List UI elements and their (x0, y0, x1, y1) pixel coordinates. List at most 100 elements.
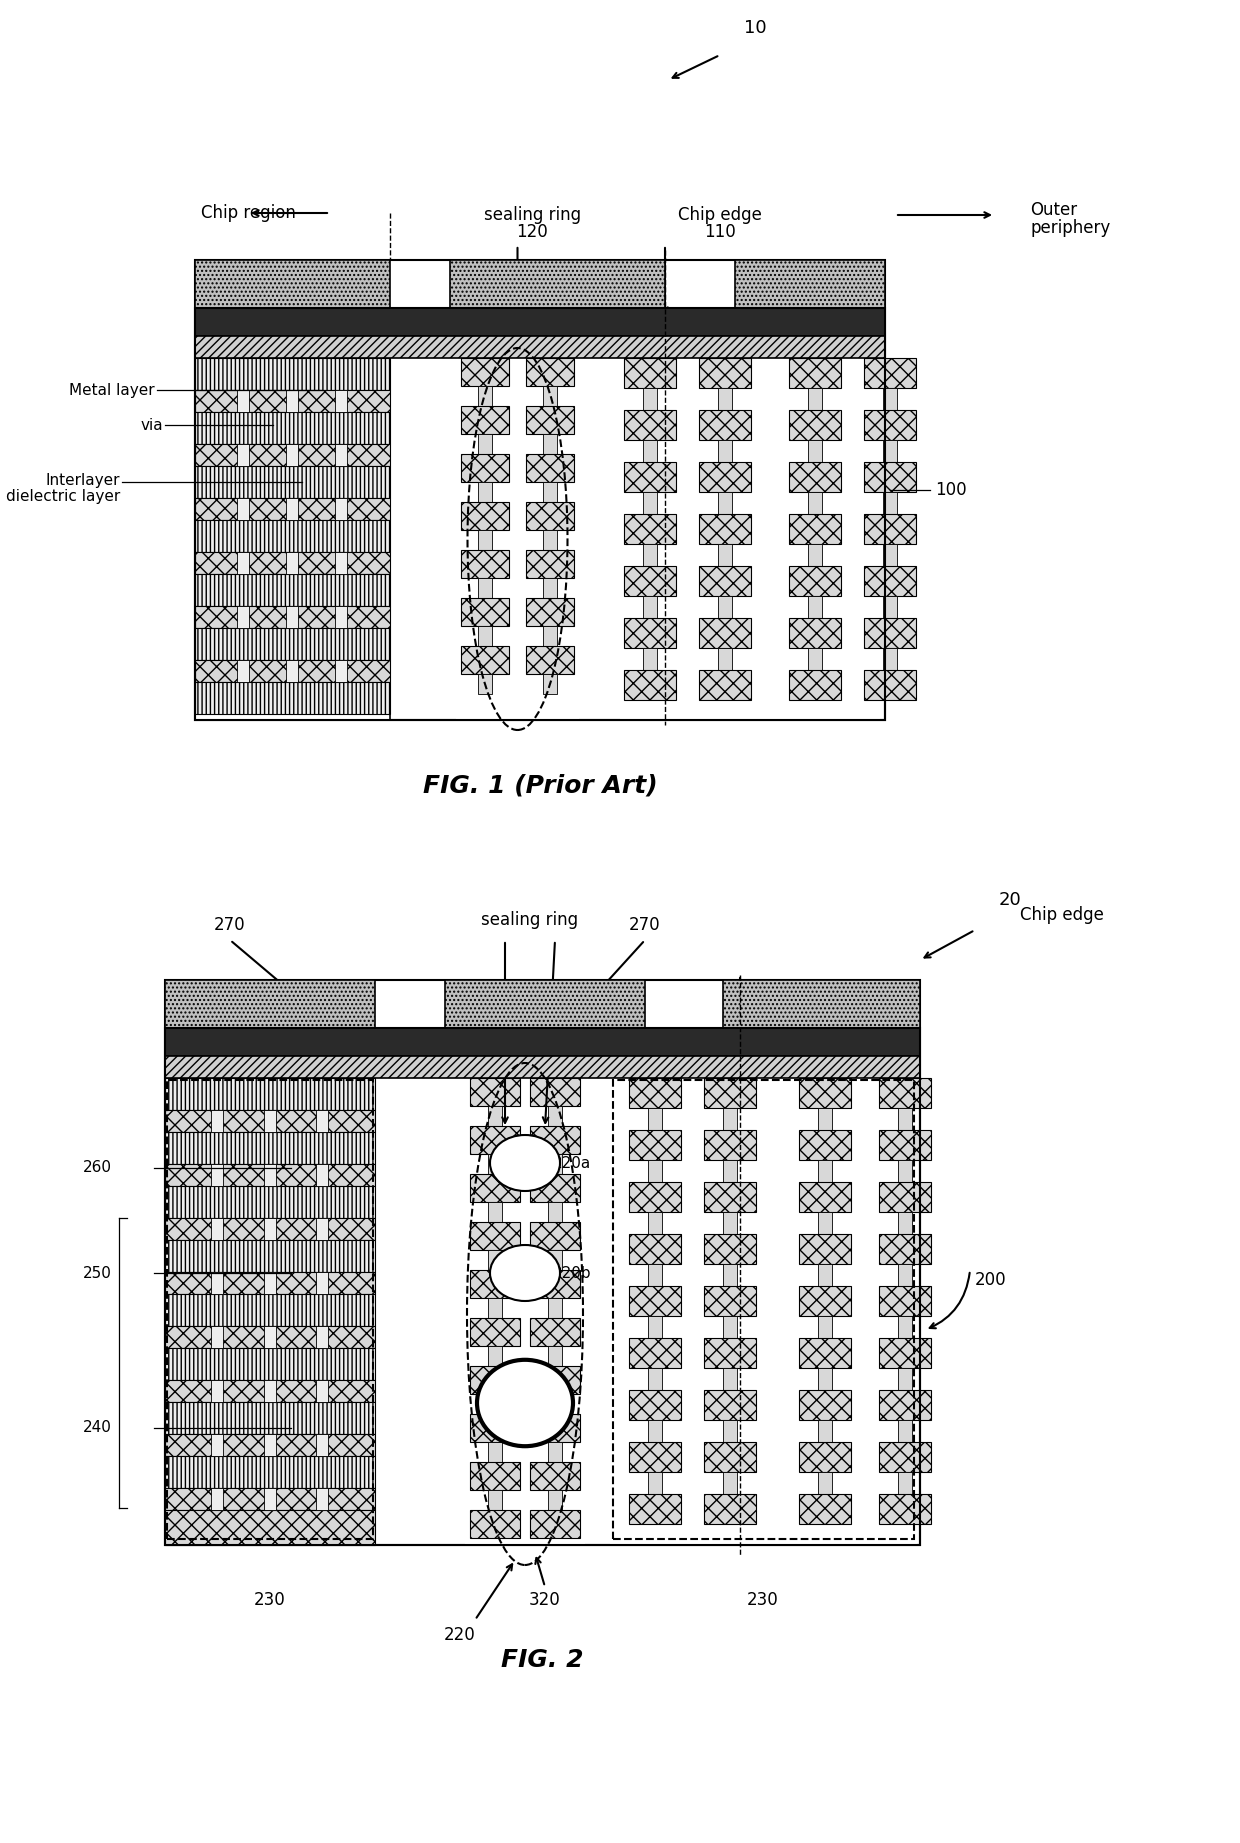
Bar (883, 595, 897, 617)
Bar (529, 1318, 580, 1345)
Bar (649, 1316, 662, 1338)
Bar (624, 566, 676, 595)
Bar (286, 606, 298, 628)
Bar (629, 1130, 681, 1159)
Bar (165, 1056, 920, 1078)
Bar (864, 617, 916, 649)
Bar (165, 1272, 374, 1294)
Bar (165, 1165, 374, 1187)
Bar (723, 1368, 737, 1390)
Text: Metal layer: Metal layer (69, 383, 155, 398)
Bar (543, 433, 557, 453)
Bar (644, 389, 657, 409)
Bar (316, 1165, 329, 1187)
Bar (237, 606, 249, 628)
Text: 320: 320 (529, 1591, 560, 1609)
Bar (211, 1272, 223, 1294)
Bar (165, 1456, 374, 1487)
Bar (879, 1181, 931, 1213)
Text: via: via (140, 418, 162, 433)
Bar (789, 566, 841, 595)
Bar (718, 440, 732, 463)
Bar (264, 1218, 277, 1240)
Bar (699, 409, 751, 440)
Bar (879, 1338, 931, 1368)
Bar (286, 498, 298, 520)
Bar (165, 1434, 374, 1456)
Bar (644, 492, 657, 514)
Text: 20: 20 (998, 890, 1022, 909)
Bar (808, 440, 822, 463)
Bar (195, 444, 391, 466)
Text: Interlayer: Interlayer (46, 472, 120, 488)
Bar (883, 389, 897, 409)
Bar (461, 549, 508, 579)
Bar (526, 358, 574, 385)
Bar (699, 463, 751, 492)
Bar (195, 466, 391, 498)
Bar (286, 660, 298, 682)
Bar (237, 553, 249, 573)
Text: 270: 270 (215, 916, 246, 934)
Bar (789, 463, 841, 492)
Bar (529, 1126, 580, 1154)
Bar (264, 1487, 277, 1509)
Bar (489, 1250, 502, 1270)
Bar (526, 453, 574, 483)
Bar (789, 514, 841, 544)
Bar (461, 405, 508, 433)
Text: Outer: Outer (1030, 201, 1078, 219)
Bar (165, 1028, 920, 1544)
Bar (864, 566, 916, 595)
Bar (195, 498, 391, 520)
Text: Chip edge: Chip edge (1021, 907, 1104, 923)
Bar (723, 1473, 737, 1495)
Bar (264, 1165, 277, 1187)
Bar (470, 1078, 520, 1106)
Bar (195, 308, 885, 721)
Bar (629, 1181, 681, 1213)
Bar (529, 1078, 580, 1106)
Bar (195, 358, 391, 721)
Bar (489, 1106, 502, 1126)
Bar (529, 1270, 580, 1297)
Bar (526, 597, 574, 627)
Bar (699, 514, 751, 544)
Text: 120: 120 (517, 223, 548, 241)
Text: 260: 260 (83, 1161, 112, 1176)
Bar (286, 391, 298, 413)
Bar (529, 1222, 580, 1250)
Bar (211, 1109, 223, 1132)
Text: 100: 100 (935, 481, 967, 499)
Bar (165, 1078, 374, 1544)
Ellipse shape (477, 1360, 573, 1447)
Bar (165, 1325, 374, 1347)
Text: 10: 10 (744, 18, 766, 37)
Bar (818, 1108, 832, 1130)
Bar (649, 1159, 662, 1181)
Bar (789, 617, 841, 649)
Bar (470, 1318, 520, 1345)
Bar (718, 492, 732, 514)
Bar (723, 1316, 737, 1338)
Bar (470, 1509, 520, 1539)
Bar (195, 335, 885, 358)
Bar (864, 671, 916, 700)
Bar (898, 1213, 911, 1235)
Bar (879, 1235, 931, 1264)
Bar (723, 1213, 737, 1235)
Bar (879, 1495, 931, 1524)
Bar (808, 389, 822, 409)
Bar (723, 1264, 737, 1286)
Bar (477, 433, 492, 453)
Bar (629, 1390, 681, 1419)
Bar (883, 492, 897, 514)
Bar (723, 1419, 737, 1441)
Text: sealing ring: sealing ring (481, 910, 579, 929)
Bar (526, 405, 574, 433)
Bar (644, 595, 657, 617)
Text: FIG. 2: FIG. 2 (501, 1648, 583, 1672)
Bar (165, 1509, 374, 1544)
Bar (165, 1187, 374, 1218)
Bar (624, 671, 676, 700)
